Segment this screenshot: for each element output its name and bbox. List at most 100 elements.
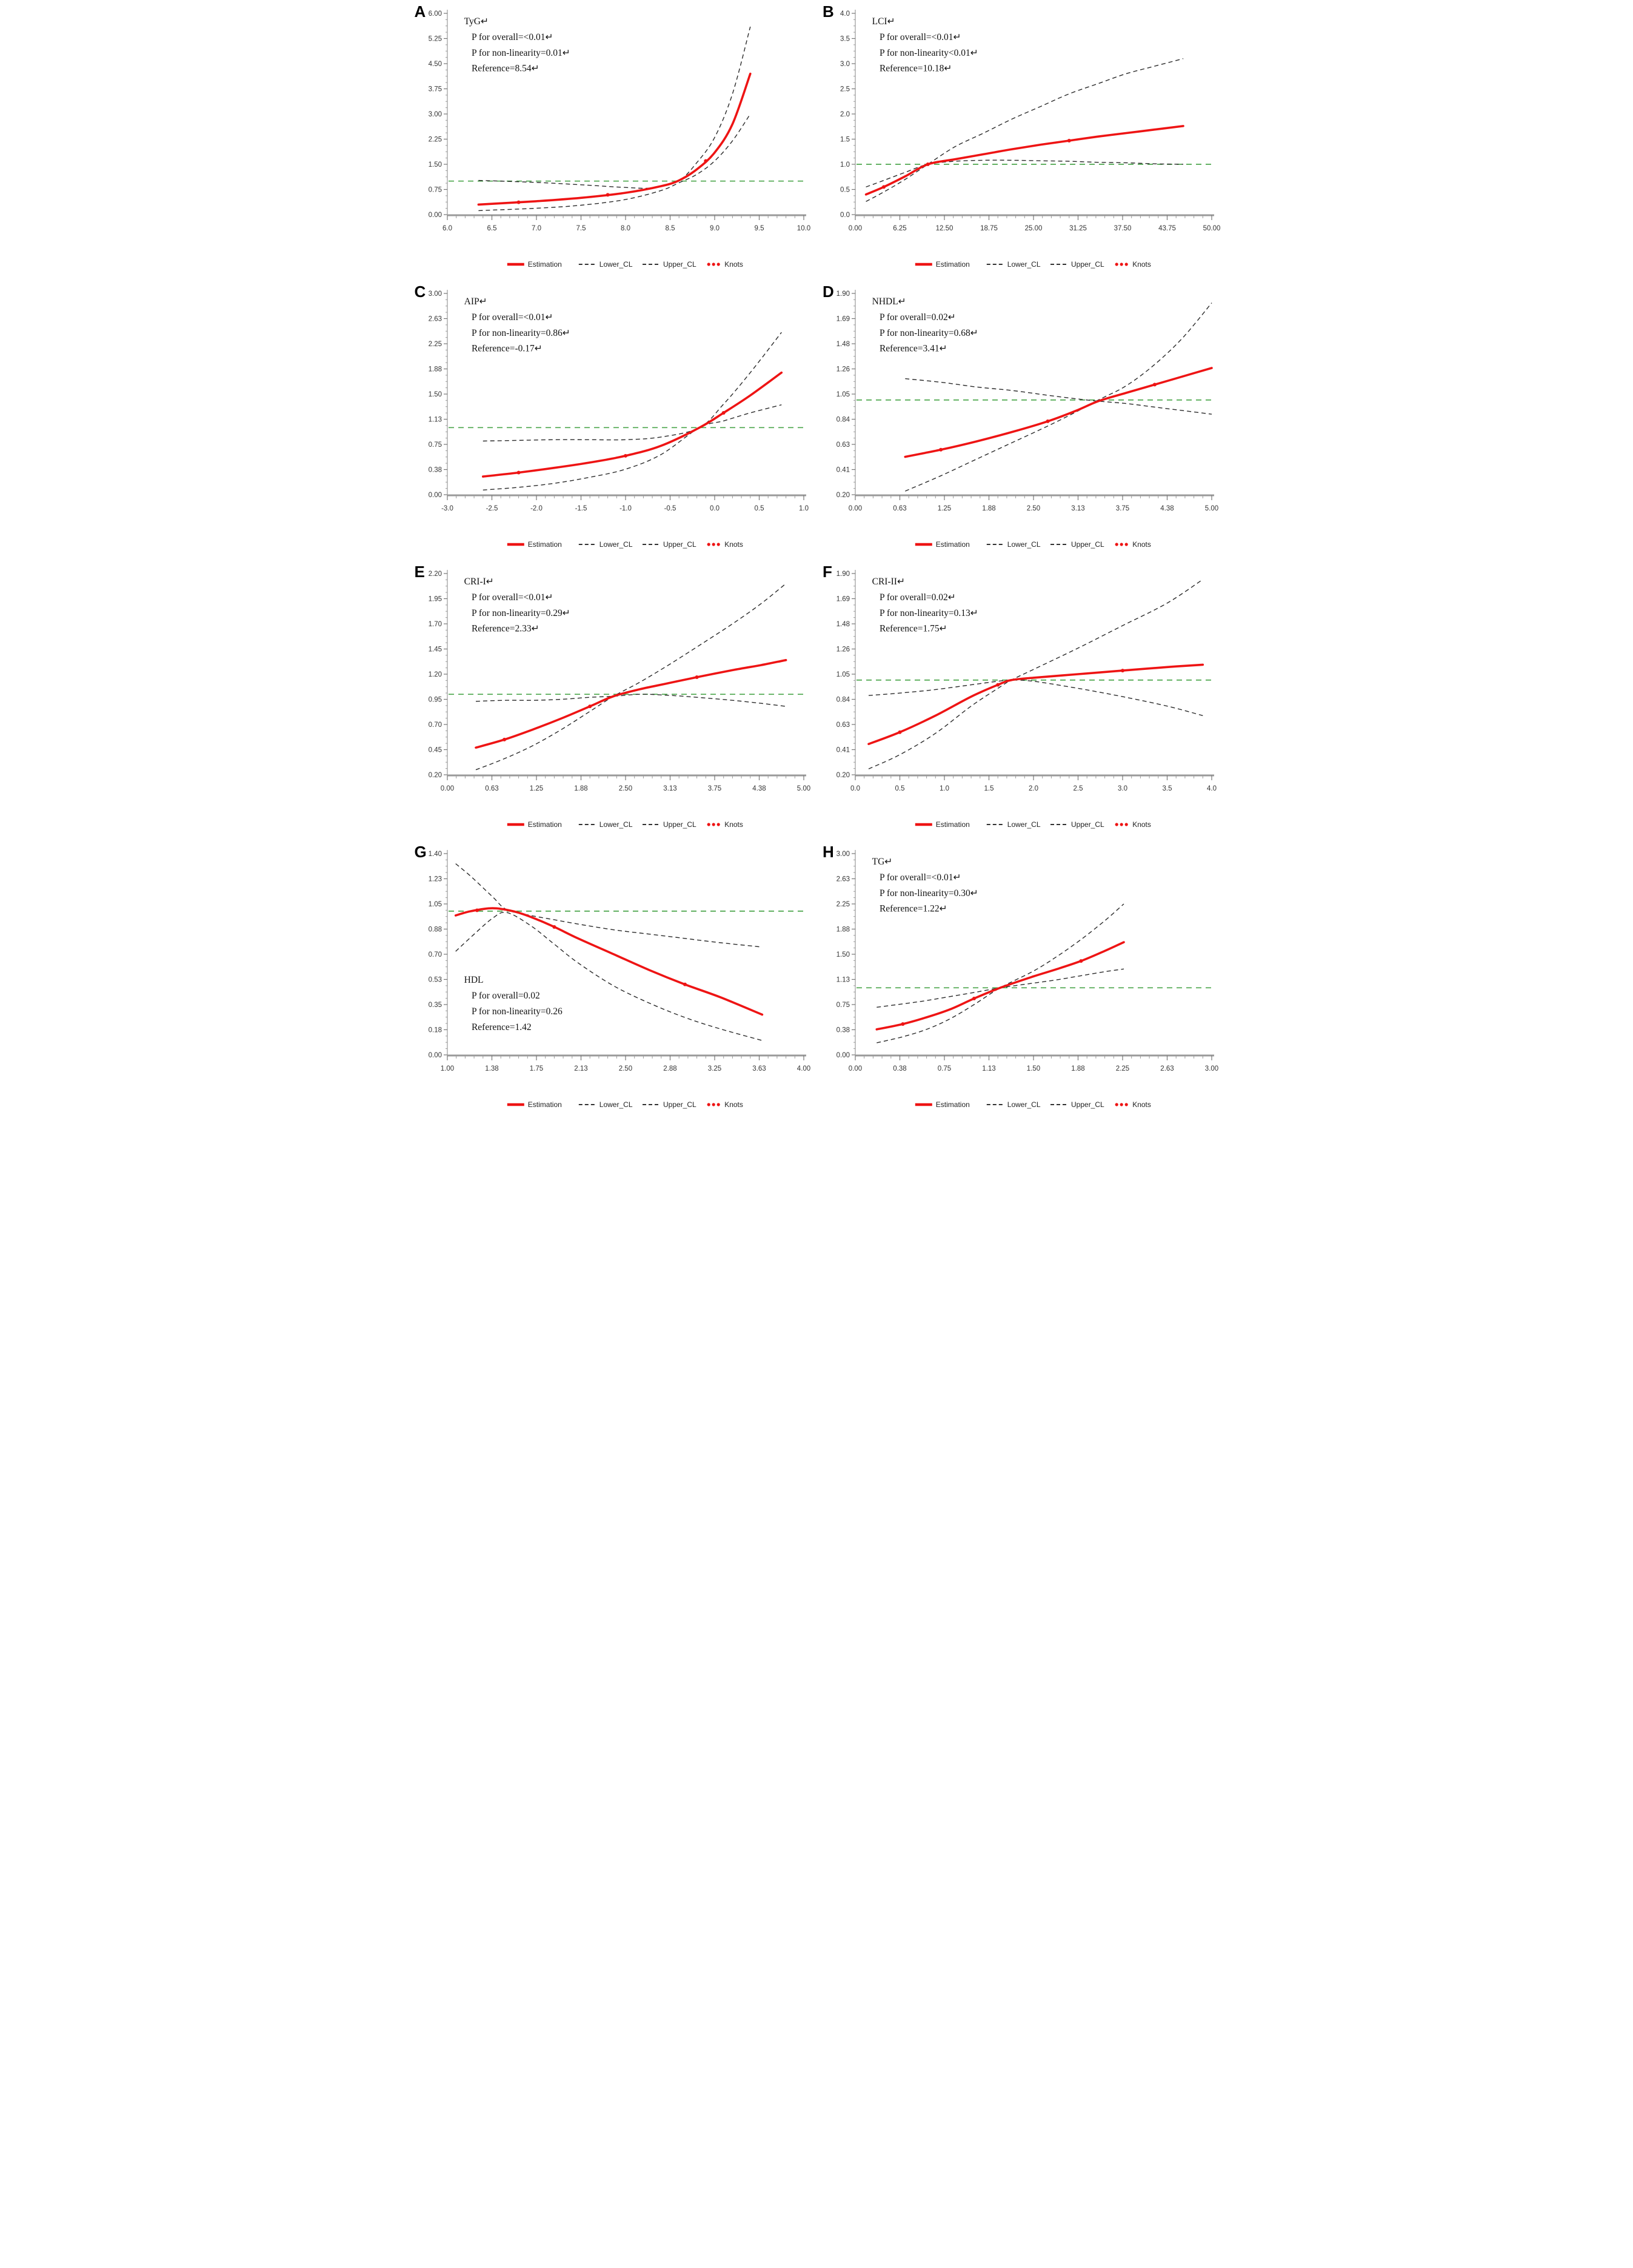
y-tick-label: 1.69 <box>837 596 850 603</box>
y-tick-label: 0.0 <box>840 212 850 219</box>
upper-cl-curve <box>483 332 782 442</box>
plot-title: HDL <box>464 975 483 985</box>
y-tick-label: 1.48 <box>837 621 850 628</box>
y-tick-label: 1.0 <box>840 161 850 169</box>
lower-cl-curve <box>905 303 1212 492</box>
panel-F: F 0.20 0.41 0.63 0.84 1.05 1.26 1.48 1.69 1.90 0.0… <box>816 560 1225 840</box>
y-tick-label: 0.75 <box>428 441 441 449</box>
x-tick-label: 18.75 <box>980 225 998 232</box>
y-tick-label: 1.90 <box>837 290 850 298</box>
knot-dot <box>516 470 521 475</box>
knots-swatch-icon <box>1120 543 1123 546</box>
y-tick-label: 0.20 <box>428 772 441 779</box>
x-tick-label: 3.75 <box>707 785 721 792</box>
y-tick-label: 3.00 <box>428 111 441 118</box>
x-tick-label: 2.50 <box>1027 505 1040 512</box>
legend-label: Lower_CL <box>599 540 632 549</box>
x-tick-label: 1.38 <box>485 1065 498 1072</box>
plot-annotation: Reference=1.22↵ <box>880 904 947 914</box>
panel-letter: G <box>414 843 427 861</box>
legend: Estimation Lower_CL Upper_CL Knots <box>915 540 1151 549</box>
legend-item-knots: Knots <box>707 1100 743 1109</box>
legend-item-estimation: Estimation <box>507 540 561 549</box>
plot-title: CRI-II↵ <box>872 577 905 587</box>
y-tick-label: 1.50 <box>428 161 441 169</box>
knots-swatch-icon <box>1124 543 1128 546</box>
legend-label: Estimation <box>936 260 970 269</box>
legend-item-upper_cl: Upper_CL <box>1050 1100 1104 1109</box>
legend-item-lower_cl: Lower_CL <box>578 540 632 549</box>
x-tick-label: 3.13 <box>1071 505 1084 512</box>
knot-dot <box>939 447 943 452</box>
legend-label: Estimation <box>936 540 970 549</box>
panel-letter: F <box>823 563 832 581</box>
legend-item-knots: Knots <box>707 820 743 829</box>
legend-item-lower_cl: Lower_CL <box>986 260 1041 269</box>
y-tick-label: 1.88 <box>837 926 850 934</box>
knot-dot <box>683 982 687 986</box>
y-tick-label: 1.13 <box>428 416 441 424</box>
panel-letter: H <box>823 843 834 861</box>
y-tick-label: 0.84 <box>837 416 850 424</box>
knots-swatch-icon <box>1115 823 1118 826</box>
y-tick-label: 4.0 <box>840 10 850 18</box>
knot-dot <box>606 193 610 197</box>
plot-annotation: Reference=3.41↵ <box>880 344 947 354</box>
y-tick-label: 5.25 <box>428 36 441 43</box>
upper-cl-curve <box>866 159 1184 188</box>
legend: Estimation Lower_CL Upper_CL Knots <box>507 540 743 549</box>
plot-annotation: P for overall=<0.01↵ <box>880 872 961 883</box>
plot-annotation: Reference=8.54↵ <box>471 64 539 74</box>
x-tick-label: 1.88 <box>1071 1065 1084 1072</box>
legend-item-lower_cl: Lower_CL <box>578 260 632 269</box>
x-tick-label: 1.0 <box>940 785 949 792</box>
x-tick-label: 0.00 <box>849 1065 862 1072</box>
lower-cl-curve <box>868 579 1203 769</box>
y-tick-label: 0.70 <box>428 951 441 958</box>
knots-swatch-icon <box>1115 263 1118 266</box>
x-tick-label: -3.0 <box>441 505 453 512</box>
legend-label: Knots <box>1132 260 1151 269</box>
x-tick-label: 6.5 <box>487 225 496 232</box>
y-tick-label: 2.25 <box>428 136 441 144</box>
knot-dot <box>901 1022 905 1026</box>
legend-item-lower_cl: Lower_CL <box>986 1100 1041 1109</box>
x-tick-label: 37.50 <box>1114 225 1132 232</box>
x-tick-label: 10.0 <box>796 225 810 232</box>
lower-cl-curve <box>877 903 1124 1043</box>
x-tick-label: 5.00 <box>1205 505 1218 512</box>
plot-annotation: P for non-linearity=0.01↵ <box>471 48 570 58</box>
x-tick-label: 8.5 <box>665 225 675 232</box>
y-tick-label: 3.75 <box>428 86 441 93</box>
legend-label: Upper_CL <box>1071 820 1104 829</box>
y-tick-label: 1.90 <box>837 570 850 578</box>
x-tick-label: 1.0 <box>799 505 809 512</box>
x-tick-label: 3.63 <box>752 1065 766 1072</box>
x-tick-label: 9.0 <box>710 225 720 232</box>
legend-item-estimation: Estimation <box>915 260 970 269</box>
upper-cl-curve <box>475 694 786 707</box>
y-tick-label: 2.25 <box>837 901 850 908</box>
upper-cl-curve <box>455 863 762 948</box>
legend-item-upper_cl: Upper_CL <box>642 540 696 549</box>
x-tick-label: 2.25 <box>1116 1065 1129 1072</box>
legend-item-lower_cl: Lower_CL <box>986 820 1041 829</box>
lower-cl-curve <box>866 58 1184 202</box>
knots-swatch-icon <box>1115 543 1118 546</box>
x-tick-label: 0.5 <box>754 505 764 512</box>
y-tick-label: 1.05 <box>837 671 850 678</box>
plot-annotation: P for overall=<0.01↵ <box>471 592 553 603</box>
panel-C: C 0.00 0.38 0.75 1.13 1.50 1.88 2.25 2.63 3.00 -3.… <box>408 280 816 560</box>
knots-swatch-icon <box>1115 1103 1118 1106</box>
legend-label: Knots <box>724 260 743 269</box>
y-tick-label: 4.50 <box>428 61 441 68</box>
legend-item-upper_cl: Upper_CL <box>642 820 696 829</box>
spline-chart-D: 0.20 0.41 0.63 0.84 1.05 1.26 1.48 1.69 1.90 0.00… <box>837 290 1218 549</box>
y-tick-label: 3.0 <box>840 61 850 68</box>
y-tick-label: 3.00 <box>837 851 850 858</box>
knots-swatch-icon <box>712 823 715 826</box>
x-tick-label: 0.0 <box>710 505 720 512</box>
legend-item-knots: Knots <box>707 540 743 549</box>
y-tick-label: 1.88 <box>428 366 441 373</box>
legend-label: Knots <box>724 1100 743 1109</box>
